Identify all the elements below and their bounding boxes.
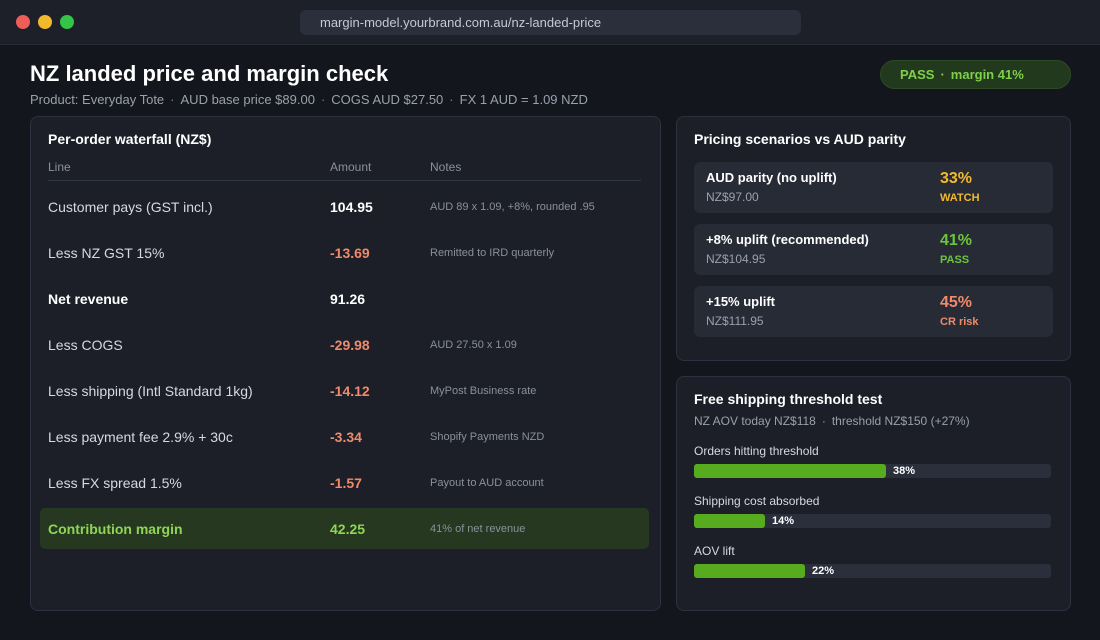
scenario-price: NZ$104.95 [706, 252, 766, 266]
status-badge: PASS · margin 41% [880, 60, 1071, 89]
progress-bar: 22% [694, 564, 1051, 578]
row-note: MyPost Business rate [430, 385, 537, 397]
row-line-label: Less shipping (Intl Standard 1kg) [48, 383, 253, 399]
shipping-panel: Free shipping threshold test NZ AOV toda… [676, 376, 1071, 611]
row-amount: -14.12 [330, 383, 370, 399]
subtitle-item: AUD base price $89.00 [180, 92, 315, 107]
maximize-window-button[interactable] [60, 15, 74, 29]
status-badge-margin: margin 41% [950, 67, 1024, 82]
subtitle-separator: · [170, 92, 175, 107]
progress-bar-value: 14% [772, 515, 795, 527]
table-row: Customer pays (GST incl.) 104.95 AUD 89 x … [48, 186, 641, 226]
scenarios-panel: Pricing scenarios vs AUD parity AUD pari… [676, 116, 1071, 361]
row-note: Payout to AUD account [430, 477, 544, 489]
page-title: NZ landed price and margin check [30, 61, 389, 86]
row-note: Remitted to IRD quarterly [430, 247, 555, 259]
progress-bar-value: 22% [812, 565, 835, 577]
table-row: Net revenue 91.26 [48, 278, 641, 318]
row-amount: -13.69 [330, 245, 370, 261]
table-row: Less payment fee 2.9% + 30c -3.34 Shopify … [48, 416, 641, 456]
progress-bar-fill [694, 514, 765, 528]
scenario-card: AUD parity (no uplift) NZ$97.00 33% WATCH [694, 162, 1053, 213]
page-subtitle: Product: Everyday Tote · AUD base price $8… [30, 92, 588, 107]
column-header-amount: Amount [330, 160, 372, 174]
status-badge-label: PASS [900, 67, 935, 82]
scenario-margin: 45% [940, 294, 973, 311]
shipping-subtitle-item: NZ AOV today NZ$118 [694, 414, 816, 428]
scenario-card: +15% uplift NZ$111.95 45% CR risk [694, 286, 1053, 337]
scenario-name: +15% uplift [706, 294, 775, 309]
close-window-button[interactable] [16, 15, 30, 29]
scenario-status: WATCH [940, 192, 980, 204]
scenario-margin: 33% [940, 170, 973, 187]
bar-label: AOV lift [694, 544, 735, 558]
scenarios-title: Pricing scenarios vs AUD parity [694, 131, 906, 147]
scenario-name: AUD parity (no uplift) [706, 170, 837, 185]
table-row: Less COGS -29.98 AUD 27.50 x 1.09 [48, 324, 641, 364]
progress-bar: 38% [694, 464, 1051, 478]
minimize-window-button[interactable] [38, 15, 52, 29]
row-note: Shopify Payments NZD [430, 431, 545, 443]
row-note: 41% of net revenue [430, 523, 526, 535]
row-line-label: Customer pays (GST incl.) [48, 199, 213, 215]
column-header-line: Line [48, 160, 71, 174]
waterfall-panel: Per-order waterfall (NZ$) Line Amount No… [30, 116, 661, 611]
subtitle-item: Product: Everyday Tote [30, 92, 165, 107]
scenario-card: +8% uplift (recommended) NZ$104.95 41% PASS [694, 224, 1053, 275]
row-amount: 104.95 [330, 199, 373, 215]
row-amount: -29.98 [330, 337, 370, 353]
progress-bar-value: 38% [893, 465, 916, 477]
badge-separator: · [940, 67, 945, 82]
waterfall-title: Per-order waterfall (NZ$) [48, 131, 212, 147]
row-line-label: Less FX spread 1.5% [48, 475, 182, 491]
scenario-price: NZ$97.00 [706, 190, 759, 204]
progress-bar: 14% [694, 514, 1051, 528]
contribution-margin-row: Contribution margin 42.25 41% of net reven… [40, 508, 649, 549]
row-note: AUD 27.50 x 1.09 [430, 339, 517, 351]
bar-label: Shipping cost absorbed [694, 494, 820, 508]
subtitle-separator: · [320, 92, 326, 107]
row-line-label: Contribution margin [48, 521, 183, 537]
browser-chrome: margin-model.yourbrand.com.au/nz-landed-… [0, 0, 1100, 45]
row-line-label: Less NZ GST 15% [48, 245, 165, 261]
subtitle-separator: · [449, 92, 454, 107]
shipping-subtitle: NZ AOV today NZ$118 · threshold NZ$150 (+2… [694, 414, 970, 428]
row-note: AUD 89 x 1.09, +8%, rounded .95 [430, 201, 595, 213]
scenario-margin: 41% [940, 232, 973, 249]
row-line-label: Less payment fee 2.9% + 30c [48, 429, 233, 445]
scenario-name: +8% uplift (recommended) [706, 232, 869, 247]
scenario-status: CR risk [940, 316, 979, 328]
row-line-label: Net revenue [48, 291, 129, 307]
row-line-label: Less COGS [48, 337, 123, 353]
address-bar[interactable]: margin-model.yourbrand.com.au/nz-landed-… [300, 10, 801, 35]
subtitle-item: COGS AUD $27.50 [331, 92, 444, 107]
progress-bar-fill [694, 564, 805, 578]
row-amount: 42.25 [330, 521, 366, 537]
column-header-notes: Notes [430, 160, 462, 174]
row-amount: -3.34 [330, 429, 362, 445]
shipping-title: Free shipping threshold test [694, 391, 883, 407]
subtitle-item: FX 1 AUD = 1.09 NZD [459, 92, 588, 107]
table-row: Less FX spread 1.5% -1.57 Payout to AUD ac… [48, 462, 641, 502]
header-divider [48, 180, 641, 181]
shipping-subtitle-item: threshold NZ$150 (+27%) [831, 414, 970, 428]
scenario-price: NZ$111.95 [706, 314, 764, 328]
row-amount: -1.57 [330, 475, 362, 491]
bar-label: Orders hitting threshold [694, 444, 819, 458]
row-amount: 91.26 [330, 291, 366, 307]
progress-bar-fill [694, 464, 886, 478]
table-row: Less shipping (Intl Standard 1kg) -14.12 M… [48, 370, 641, 410]
table-row: Less NZ GST 15% -13.69 Remitted to IRD qua… [48, 232, 641, 272]
shipping-subtitle-separator: · [821, 414, 826, 428]
scenario-status: PASS [940, 254, 970, 266]
